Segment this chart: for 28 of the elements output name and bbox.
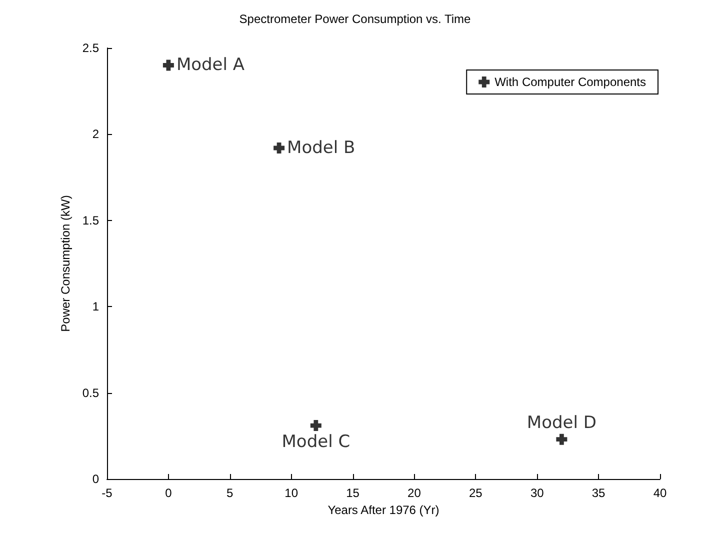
x-tick-label: 20: [408, 486, 422, 500]
y-tick-label: 1: [92, 300, 100, 314]
annotation: Model D: [526, 412, 596, 433]
point: [310, 420, 322, 432]
y-tick-label: 0: [92, 472, 100, 486]
point: [274, 142, 285, 154]
annotation: Model B: [287, 138, 356, 158]
y-tick-label: 1.5: [82, 213, 100, 228]
y-tick-label: 2.5: [82, 41, 100, 55]
x-tick-label: 0: [165, 486, 172, 500]
annotation: Model C: [282, 432, 350, 452]
x-tick-label: 40: [653, 486, 667, 500]
x-tick-label: 5: [226, 486, 234, 500]
x-tick-label: -5: [102, 486, 113, 500]
y-tick-label: 2: [92, 127, 100, 142]
x-tick-label: 30: [530, 486, 544, 500]
y-axis-title: Power Consumption (kW): [58, 195, 72, 332]
x-axis-title: Years After 1976 (Yr): [328, 502, 440, 517]
y-tick-label: 0.5: [82, 386, 100, 400]
x-tick-label: 10: [284, 486, 298, 500]
point: [162, 60, 174, 71]
x-tick-label: 15: [346, 486, 360, 500]
x-tick-label: 35: [592, 486, 606, 500]
x-tick-label: 25: [468, 486, 483, 500]
chart-title: Spectrometer Power Consumption vs. Time: [239, 12, 472, 26]
annotation: Model A: [176, 55, 245, 76]
legend-label: With Computer Components: [494, 75, 646, 89]
point: [556, 434, 568, 445]
